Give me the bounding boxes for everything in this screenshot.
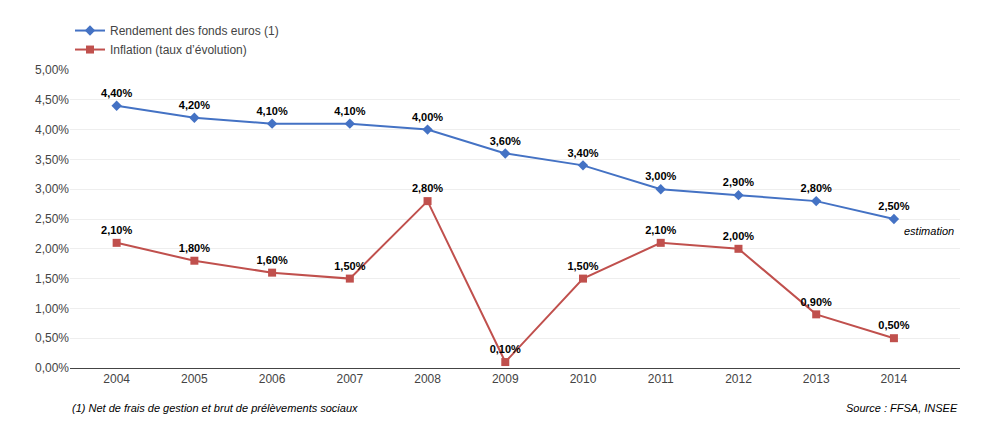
svg-text:2,90%: 2,90% [723,176,754,188]
svg-text:2,00%: 2,00% [35,242,69,256]
svg-text:1,00%: 1,00% [35,302,69,316]
svg-text:3,00%: 3,00% [35,182,69,196]
svg-text:2014: 2014 [881,372,908,386]
svg-text:2013: 2013 [803,372,830,386]
svg-text:Inflation (taux d’évolution): Inflation (taux d’évolution) [110,43,247,57]
svg-text:2007: 2007 [336,372,363,386]
svg-text:0,50%: 0,50% [35,331,69,345]
svg-text:3,50%: 3,50% [35,153,69,167]
svg-text:4,00%: 4,00% [412,111,443,123]
svg-text:4,10%: 4,10% [334,105,365,117]
svg-text:0,90%: 0,90% [801,296,832,308]
svg-text:1,50%: 1,50% [35,272,69,286]
svg-text:Source : FFSA, INSEE: Source : FFSA, INSEE [846,402,958,414]
svg-text:4,40%: 4,40% [101,87,132,99]
svg-text:2004: 2004 [103,372,130,386]
svg-text:2,10%: 2,10% [101,224,132,236]
svg-text:2,10%: 2,10% [645,224,676,236]
svg-text:4,10%: 4,10% [256,105,287,117]
svg-text:0,10%: 0,10% [490,343,521,355]
svg-text:2006: 2006 [259,372,286,386]
svg-text:2,50%: 2,50% [878,200,909,212]
svg-text:0,00%: 0,00% [35,361,69,375]
svg-text:2,80%: 2,80% [801,182,832,194]
svg-text:2005: 2005 [181,372,208,386]
svg-text:1,80%: 1,80% [179,242,210,254]
svg-text:4,50%: 4,50% [35,93,69,107]
svg-text:1,50%: 1,50% [567,260,598,272]
svg-text:3,60%: 3,60% [490,135,521,147]
svg-text:2009: 2009 [492,372,519,386]
svg-text:3,00%: 3,00% [645,170,676,182]
svg-text:0,50%: 0,50% [878,319,909,331]
svg-text:2,80%: 2,80% [412,182,443,194]
svg-text:2008: 2008 [414,372,441,386]
svg-text:1,60%: 1,60% [256,254,287,266]
svg-text:2,50%: 2,50% [35,212,69,226]
svg-text:(1) Net de frais de gestion et: (1) Net de frais de gestion et brut de p… [72,402,358,414]
svg-text:2010: 2010 [570,372,597,386]
svg-text:2,00%: 2,00% [723,230,754,242]
svg-text:1,50%: 1,50% [334,260,365,272]
svg-text:estimation: estimation [904,225,954,237]
svg-text:2011: 2011 [648,372,674,386]
svg-text:5,00%: 5,00% [35,63,69,77]
svg-text:4,20%: 4,20% [179,99,210,111]
svg-text:Rendement des fonds euros (1): Rendement des fonds euros (1) [110,24,279,38]
svg-text:4,00%: 4,00% [35,123,69,137]
svg-text:3,40%: 3,40% [567,147,598,159]
svg-text:2012: 2012 [725,372,752,386]
